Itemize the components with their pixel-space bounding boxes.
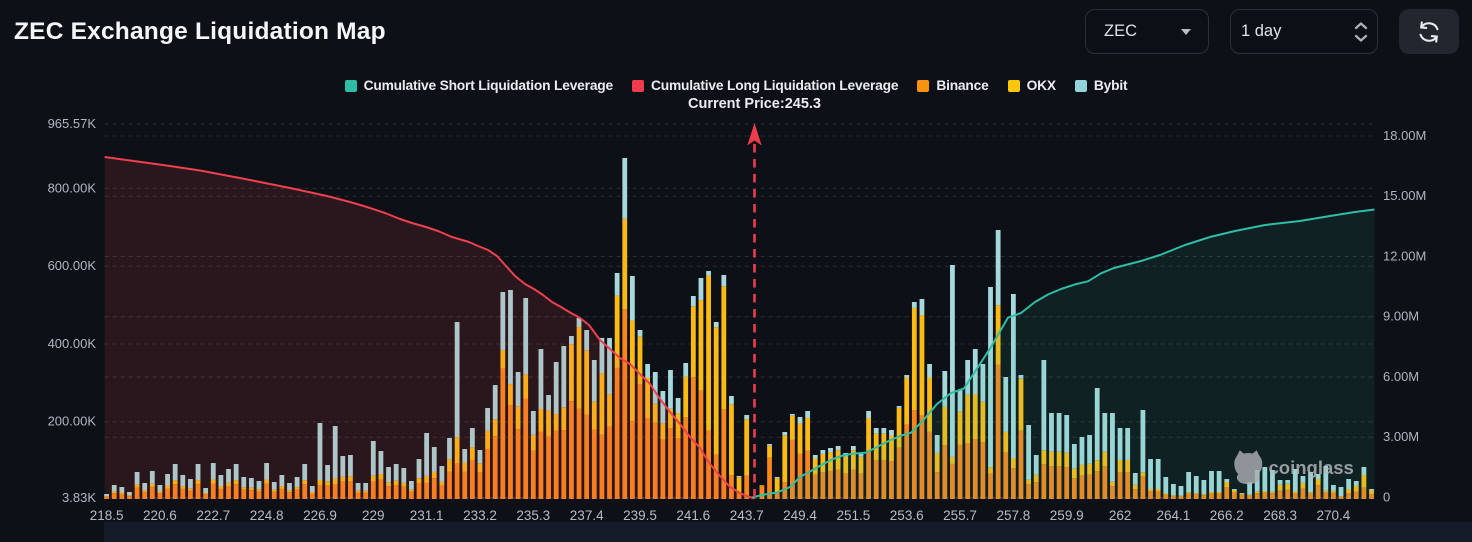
svg-text:3.83K: 3.83K [62, 490, 96, 505]
svg-text:233.2: 233.2 [463, 508, 497, 523]
svg-text:266.2: 266.2 [1210, 508, 1244, 523]
svg-text:268.3: 268.3 [1263, 508, 1297, 523]
svg-text:257.8: 257.8 [997, 508, 1031, 523]
svg-text:262: 262 [1109, 508, 1132, 523]
svg-text:253.6: 253.6 [890, 508, 924, 523]
svg-text:229: 229 [362, 508, 385, 523]
svg-text:224.8: 224.8 [250, 508, 284, 523]
svg-text:600.00K: 600.00K [48, 258, 97, 273]
svg-text:965.57K: 965.57K [48, 116, 97, 131]
svg-text:218.5: 218.5 [90, 508, 124, 523]
svg-text:3.00M: 3.00M [1383, 429, 1419, 444]
svg-text:235.3: 235.3 [516, 508, 550, 523]
svg-text:237.4: 237.4 [570, 508, 604, 523]
svg-text:18.00M: 18.00M [1383, 128, 1426, 143]
svg-text:231.1: 231.1 [410, 508, 444, 523]
svg-text:200.00K: 200.00K [48, 414, 97, 429]
svg-text:251.5: 251.5 [837, 508, 871, 523]
svg-text:249.4: 249.4 [783, 508, 817, 523]
svg-text:400.00K: 400.00K [48, 336, 97, 351]
svg-text:15.00M: 15.00M [1383, 188, 1426, 203]
svg-text:6.00M: 6.00M [1383, 369, 1419, 384]
svg-text:12.00M: 12.00M [1383, 249, 1426, 264]
svg-text:222.7: 222.7 [196, 508, 230, 523]
svg-text:239.5: 239.5 [623, 508, 657, 523]
svg-text:9.00M: 9.00M [1383, 309, 1419, 324]
svg-text:226.9: 226.9 [303, 508, 337, 523]
svg-text:255.7: 255.7 [943, 508, 977, 523]
svg-text:241.6: 241.6 [676, 508, 710, 523]
svg-text:270.4: 270.4 [1317, 508, 1351, 523]
svg-text:264.1: 264.1 [1157, 508, 1191, 523]
svg-text:800.00K: 800.00K [48, 180, 97, 195]
svg-text:243.7: 243.7 [730, 508, 764, 523]
svg-text:220.6: 220.6 [143, 508, 177, 523]
svg-text:coinglass: coinglass [1269, 457, 1354, 478]
svg-text:259.9: 259.9 [1050, 508, 1084, 523]
svg-text:0: 0 [1383, 490, 1390, 505]
